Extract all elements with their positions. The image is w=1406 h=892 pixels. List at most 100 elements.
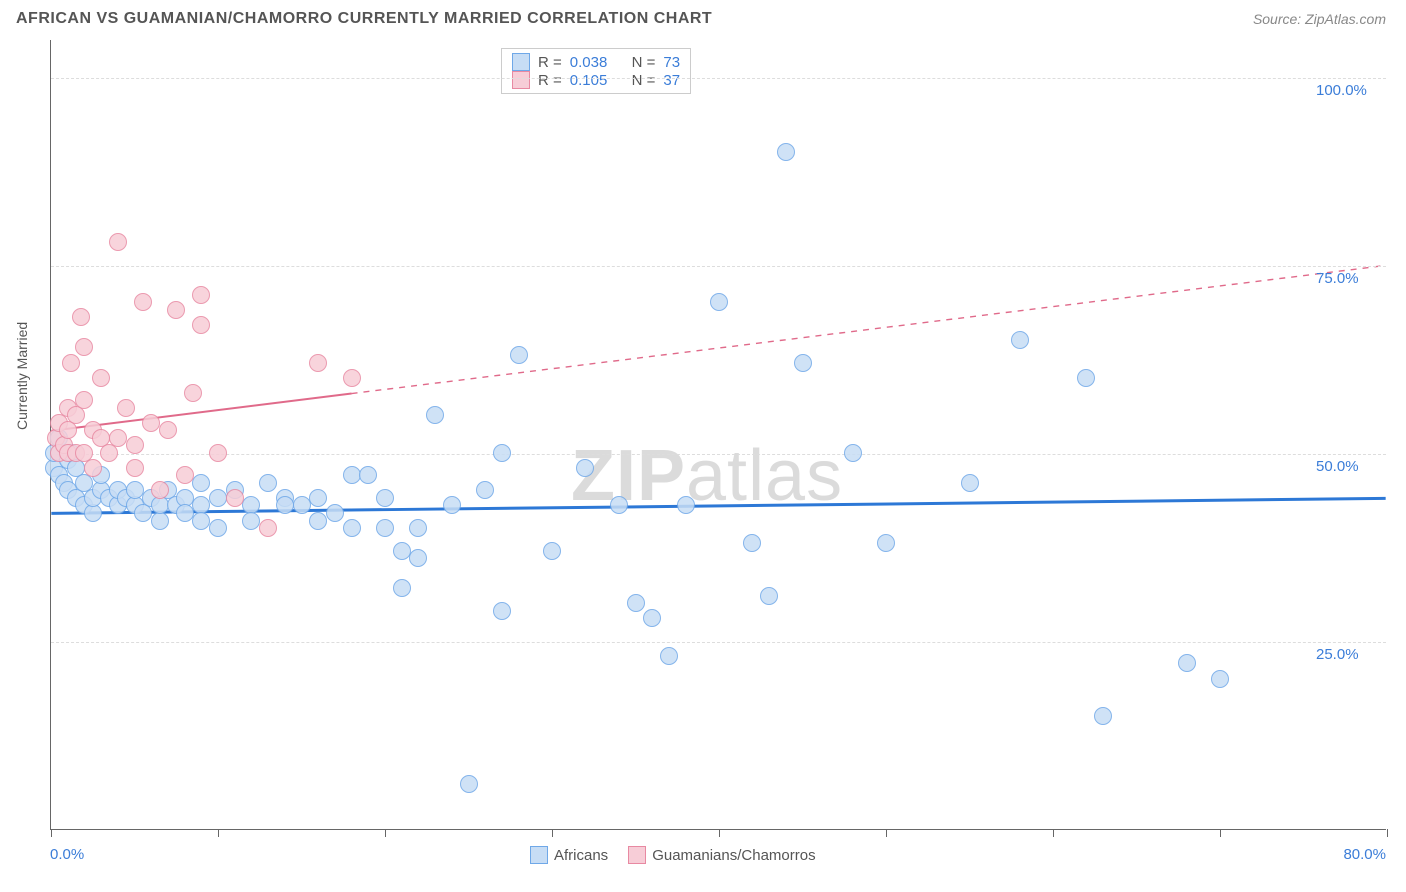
legend-stats: R = 0.038 N = 73 R = 0.105 N = 37 [501,48,691,94]
data-point [510,346,528,364]
data-point [62,354,80,372]
legend-stats-row-africans: R = 0.038 N = 73 [512,53,680,71]
legend-item-guamanians: Guamanians/Chamorros [628,846,815,864]
data-point [192,286,210,304]
data-point [643,609,661,627]
x-tick [1387,829,1388,837]
data-point [393,579,411,597]
y-tick-label: 75.0% [1316,270,1376,287]
data-point [192,512,210,530]
data-point [209,444,227,462]
data-point [293,496,311,514]
data-point [460,775,478,793]
trend-lines [51,40,1386,829]
data-point [75,391,93,409]
data-point [192,474,210,492]
data-point [84,459,102,477]
data-point [576,459,594,477]
chart-title: AFRICAN VS GUAMANIAN/CHAMORRO CURRENTLY … [16,10,712,28]
data-point [117,399,135,417]
y-axis-label: Currently Married [14,322,30,430]
data-point [226,489,244,507]
data-point [677,496,695,514]
plot-area: ZIPatlas R = 0.038 N = 73 R = 0.105 N = … [50,40,1386,830]
x-tick [51,829,52,837]
x-tick [1220,829,1221,837]
data-point [393,542,411,560]
x-tick-min: 0.0% [50,846,84,863]
data-point [409,549,427,567]
data-point [134,293,152,311]
data-point [343,519,361,537]
data-point [176,504,194,522]
swatch-africans [512,53,530,71]
y-tick-label: 25.0% [1316,646,1376,663]
swatch-guamanians [512,71,530,89]
data-point [1077,369,1095,387]
gridline [51,454,1386,455]
data-point [743,534,761,552]
data-point [309,512,327,530]
data-point [359,466,377,484]
y-tick-label: 100.0% [1316,82,1376,99]
data-point [794,354,812,372]
data-point [326,504,344,522]
data-point [409,519,427,537]
data-point [627,594,645,612]
source-label: Source: ZipAtlas.com [1253,11,1386,27]
data-point [844,444,862,462]
data-point [92,369,110,387]
data-point [259,474,277,492]
data-point [610,496,628,514]
data-point [426,406,444,424]
data-point [192,316,210,334]
x-tick [1053,829,1054,837]
data-point [660,647,678,665]
data-point [109,429,127,447]
x-tick [552,829,553,837]
data-point [760,587,778,605]
data-point [184,384,202,402]
data-point [543,542,561,560]
data-point [309,354,327,372]
data-point [476,481,494,499]
data-point [176,466,194,484]
data-point [343,369,361,387]
swatch-icon [530,846,548,864]
gridline [51,78,1386,79]
data-point [877,534,895,552]
x-tick [218,829,219,837]
data-point [167,301,185,319]
data-point [75,338,93,356]
data-point [376,489,394,507]
data-point [309,489,327,507]
data-point [209,489,227,507]
y-tick-label: 50.0% [1316,458,1376,475]
data-point [710,293,728,311]
data-point [276,496,294,514]
data-point [961,474,979,492]
data-point [493,444,511,462]
x-tick-max: 80.0% [1343,846,1386,863]
data-point [109,233,127,251]
gridline [51,266,1386,267]
data-point [1211,670,1229,688]
legend-item-africans: Africans [530,846,608,864]
swatch-icon [628,846,646,864]
data-point [1094,707,1112,725]
legend-series: Africans Guamanians/Chamorros [530,846,816,864]
data-point [343,466,361,484]
x-tick [886,829,887,837]
data-point [126,481,144,499]
x-tick [385,829,386,837]
data-point [443,496,461,514]
data-point [142,414,160,432]
legend-stats-row-guamanians: R = 0.105 N = 37 [512,71,680,89]
chart-header: AFRICAN VS GUAMANIAN/CHAMORRO CURRENTLY … [0,0,1406,34]
data-point [72,308,90,326]
data-point [1011,331,1029,349]
data-point [126,459,144,477]
data-point [259,519,277,537]
data-point [151,481,169,499]
data-point [159,421,177,439]
